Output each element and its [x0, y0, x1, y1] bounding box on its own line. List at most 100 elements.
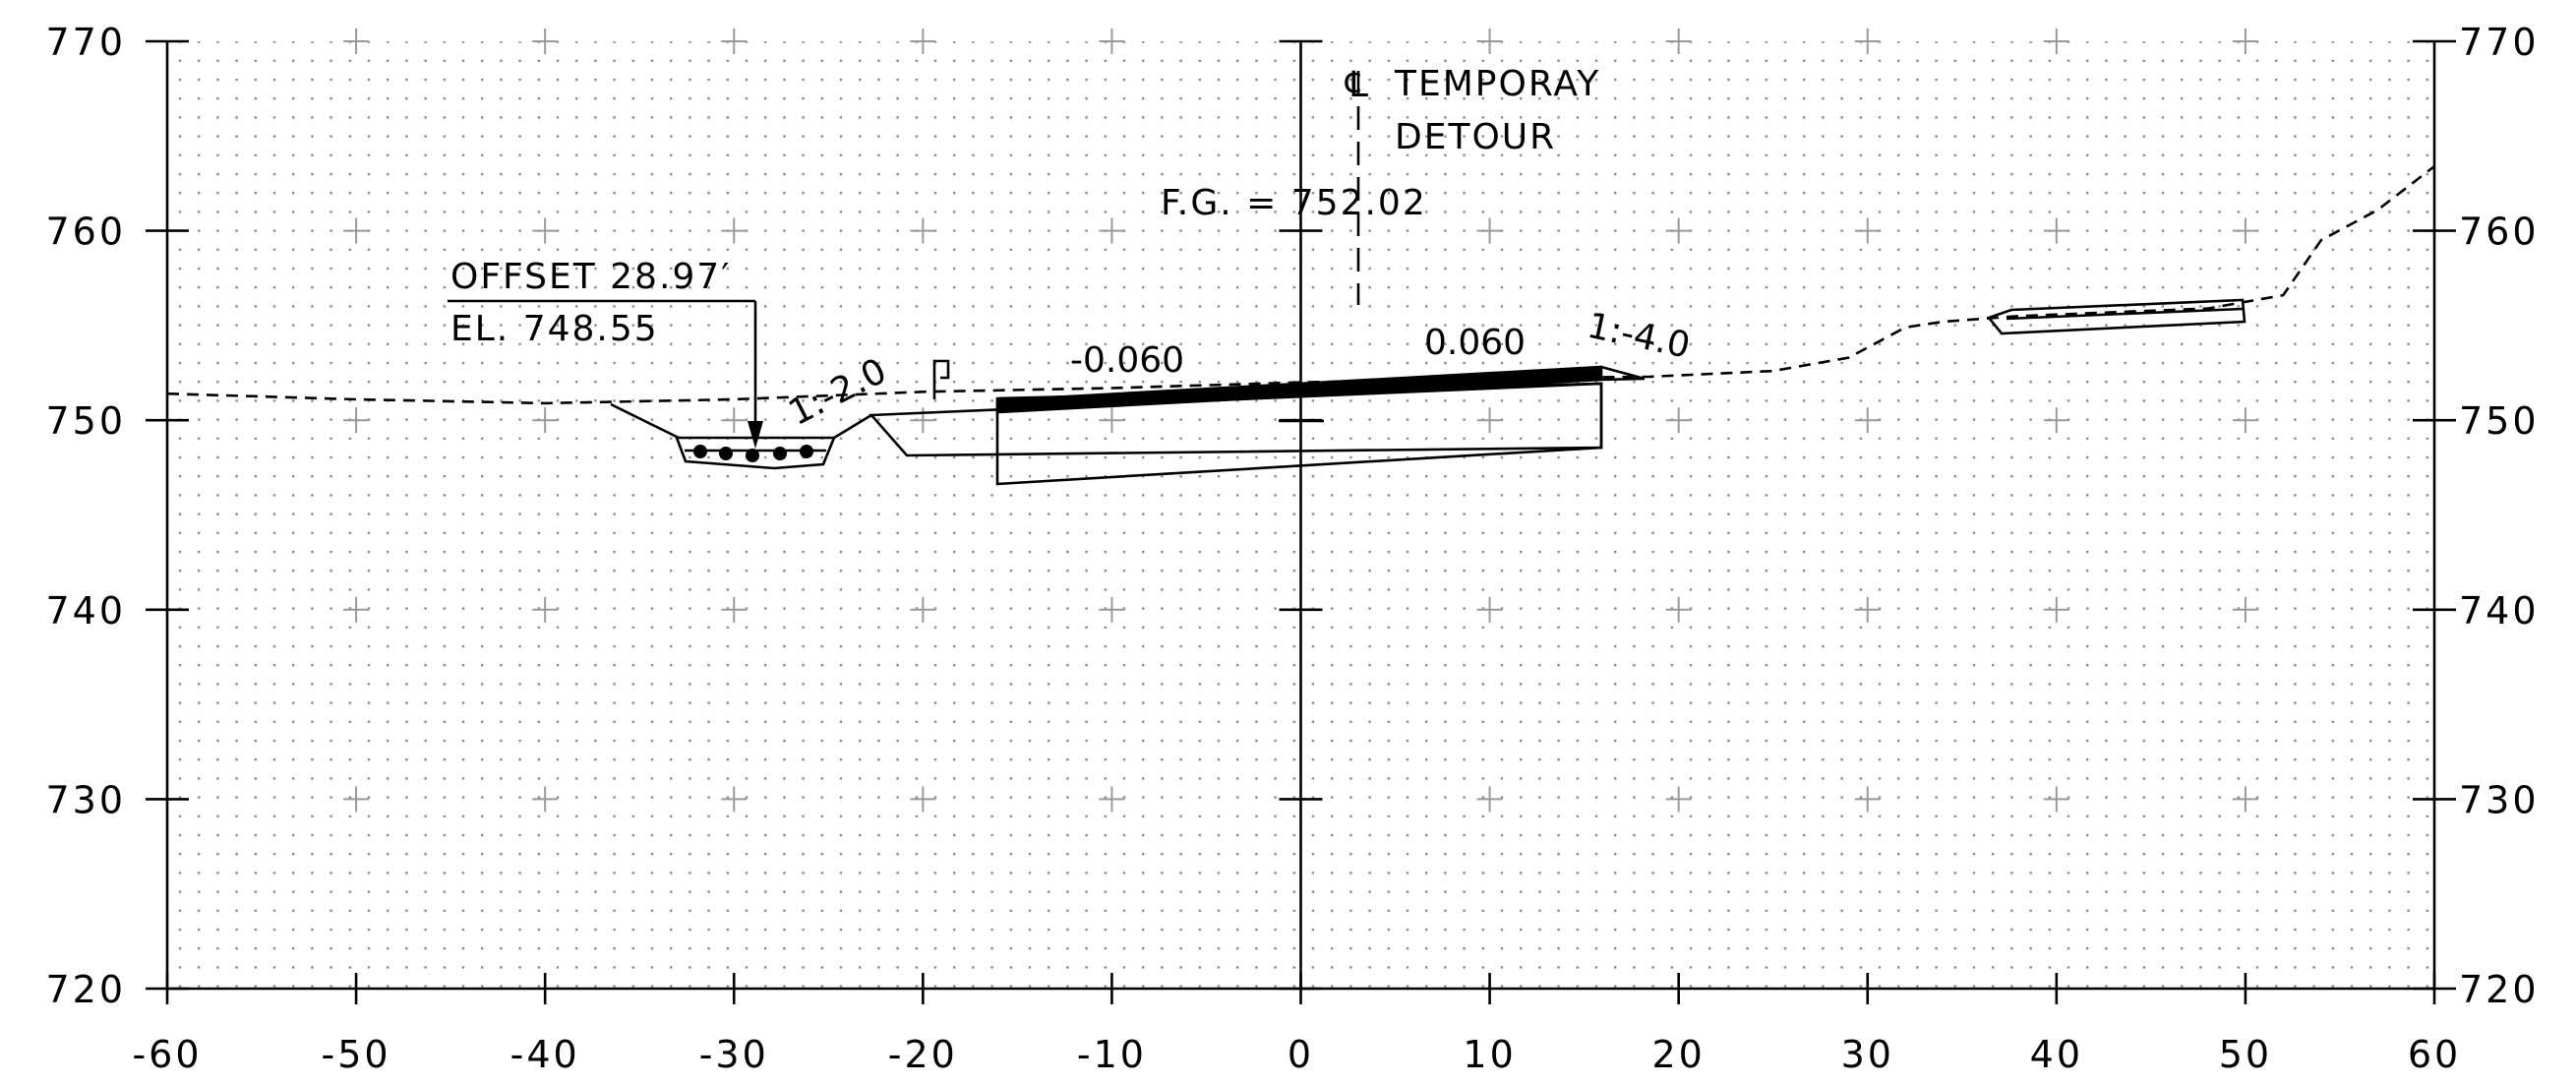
y-tick-label-right: 770 — [2459, 21, 2540, 64]
existing-pavement-right — [1986, 298, 2247, 335]
grid-cross — [1665, 29, 1692, 54]
offset-callout-line1: OFFSET 28.97′ — [450, 257, 731, 297]
grid-cross — [1476, 29, 1503, 54]
grid-cross — [2043, 786, 2069, 813]
x-tick-label: 10 — [1463, 1033, 1516, 1076]
x-tick-label: 20 — [1651, 1033, 1705, 1076]
grid-cross — [2043, 29, 2069, 54]
grid-cross — [343, 217, 370, 244]
grid-cross — [721, 786, 748, 813]
x-tick-label: -10 — [1077, 1033, 1147, 1076]
grid-cross — [343, 786, 370, 813]
grid-cross — [1854, 786, 1881, 813]
x-tick-label: 50 — [2219, 1033, 2272, 1076]
y-tick-label-right: 720 — [2459, 968, 2540, 1011]
grid-cross — [1476, 786, 1503, 813]
grid-cross — [2232, 407, 2258, 434]
grid-cross — [532, 407, 559, 434]
x-tick-label: 30 — [1841, 1033, 1894, 1076]
grid-cross — [910, 596, 936, 623]
grid-cross — [721, 407, 748, 434]
grid-cross — [910, 217, 936, 244]
cut-slope-left — [610, 402, 680, 440]
y-tick-label-right: 760 — [2459, 211, 2540, 254]
slope-label-left-lane: -0.060 — [1070, 340, 1184, 381]
grid-cross — [1854, 217, 1881, 244]
grid-cross — [2232, 29, 2258, 54]
x-tick-labels: -60 -50 -40 -30 -20 -10 0 10 20 30 40 50 60 — [132, 1033, 2461, 1076]
slope-label-right-lane: 0.060 — [1424, 323, 1526, 363]
grid-cross — [1665, 786, 1692, 813]
y-tick-label-left: 770 — [45, 21, 126, 64]
grid-cross — [2232, 217, 2258, 244]
x-tick-label: 0 — [1288, 1033, 1314, 1076]
fill-slope-right-toe — [1600, 377, 1646, 382]
x-tick-label: -30 — [699, 1033, 769, 1076]
grid-crosses — [343, 29, 2258, 813]
x-tick-label: -50 — [322, 1033, 391, 1076]
grid-cross — [1099, 786, 1125, 813]
grid-cross — [343, 596, 370, 623]
guardrail-post — [932, 359, 950, 399]
offset-arrowhead — [748, 421, 763, 449]
grid-cross — [532, 786, 559, 813]
x-tick-label: 60 — [2408, 1033, 2461, 1076]
y-tick-label-right: 750 — [2459, 399, 2540, 443]
existing-pavement-slab — [1986, 298, 2247, 335]
grid-cross — [1665, 596, 1692, 623]
grid-cross — [532, 596, 559, 623]
grid-cross — [1476, 217, 1503, 244]
cut-slope-right — [833, 413, 872, 440]
y-tick-label-left: 750 — [45, 399, 126, 443]
finished-grade-label: F.G. = 752.02 — [1161, 183, 1427, 223]
grid-cross — [910, 786, 936, 813]
grid-cross — [1476, 596, 1503, 623]
grid-cross — [532, 29, 559, 54]
grid-cross — [1099, 596, 1125, 623]
centerline-label-line1: TEMPORAY — [1394, 64, 1600, 104]
y-tick-label-left: 720 — [45, 968, 126, 1011]
y-tick-label-right: 730 — [2459, 778, 2540, 821]
axis-ticks — [146, 39, 2456, 1004]
grid-cross — [1854, 596, 1881, 623]
ditch-channel — [675, 436, 836, 470]
grid-cross — [721, 596, 748, 623]
grid-cross — [2043, 217, 2069, 244]
existing-ground-line — [166, 165, 2435, 405]
grid-cross — [1099, 29, 1125, 54]
centerline-label-line2: DETOUR — [1395, 117, 1556, 157]
grid-cross — [1665, 407, 1692, 434]
x-tick-label: 40 — [2030, 1033, 2083, 1076]
existing-pavement-layer — [2006, 307, 2244, 321]
grid-cross — [1099, 217, 1125, 244]
roadway-template — [610, 359, 1646, 486]
centerline-symbol: ℄ — [1345, 65, 1370, 105]
grid-cross — [1854, 29, 1881, 54]
grid-cross — [2043, 596, 2069, 623]
grid-cross — [1099, 407, 1125, 434]
grid-cross — [1476, 407, 1503, 434]
y-tick-labels: 770 770 760 760 750 750 740 740 730 730 720 720 — [45, 21, 2540, 1011]
grid-cross — [721, 29, 748, 54]
offset-callout-line2: EL. 748.55 — [450, 309, 659, 349]
grid-cross — [721, 217, 748, 244]
grid-cross — [2232, 596, 2258, 623]
ditch-stone-markers — [693, 445, 813, 462]
y-tick-label-left: 740 — [45, 589, 126, 633]
grid-cross — [343, 29, 370, 54]
grid-cross — [343, 407, 370, 434]
y-tick-label-right: 740 — [2459, 589, 2540, 633]
grid-cross — [1665, 217, 1692, 244]
y-tick-label-left: 730 — [45, 778, 126, 821]
offset-callout-leader — [448, 299, 757, 433]
grid-cross — [2043, 407, 2069, 434]
grid-cross — [910, 29, 936, 54]
grid-cross — [532, 217, 559, 244]
x-tick-label: -20 — [888, 1033, 958, 1076]
x-tick-label: -60 — [132, 1033, 202, 1076]
y-tick-label-left: 760 — [45, 211, 126, 254]
grid-cross — [1854, 407, 1881, 434]
x-tick-label: -40 — [510, 1033, 580, 1076]
